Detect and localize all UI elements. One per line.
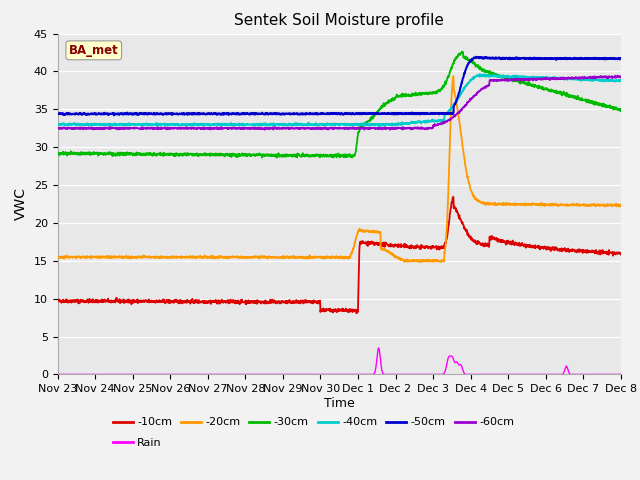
Title: Sentek Soil Moisture profile: Sentek Soil Moisture profile bbox=[234, 13, 444, 28]
Legend: Rain: Rain bbox=[108, 433, 166, 452]
X-axis label: Time: Time bbox=[324, 397, 355, 410]
Text: BA_met: BA_met bbox=[69, 44, 118, 57]
Y-axis label: VWC: VWC bbox=[14, 188, 28, 220]
